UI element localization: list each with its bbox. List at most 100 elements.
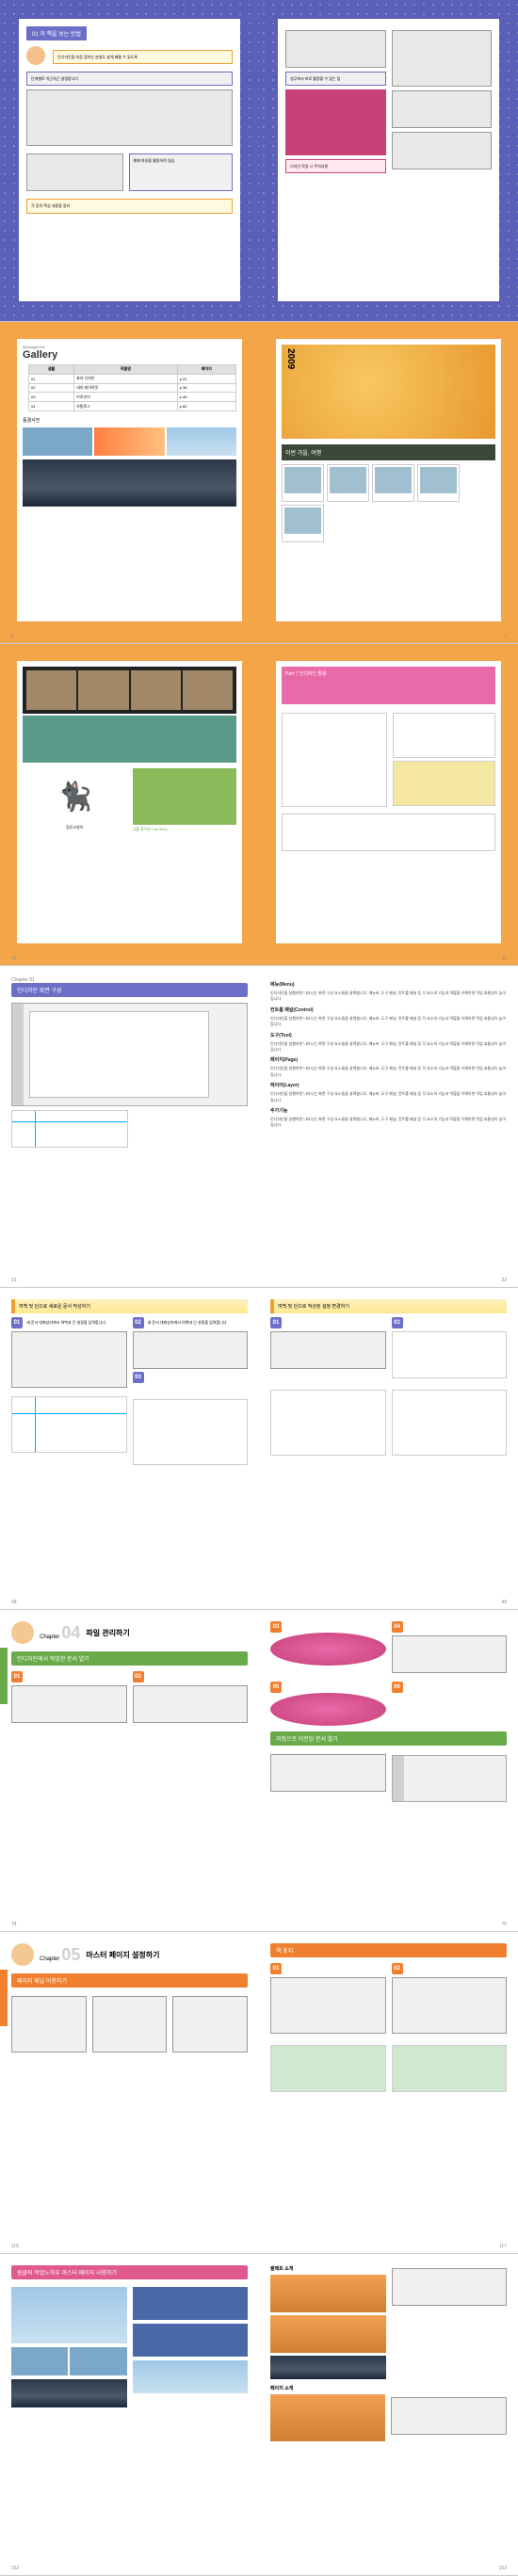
guide-diagram <box>11 1110 128 1148</box>
section-header: 여백 및 단으로 새로운 문서 작성하기 <box>11 1299 248 1313</box>
preview-r1 <box>392 1331 508 1378</box>
dialog-r1 <box>270 1331 386 1369</box>
page-2-left: InDesignCS4 Gallery 샘플작품명페이지 01표지 디자인p.2… <box>0 322 259 643</box>
page-num: 10 <box>11 956 17 961</box>
page-7-right: 책 표지 01 02 117 <box>259 1932 518 2253</box>
page-8-right: 팔레트 소개 페이지 소개 153 <box>259 2254 518 2575</box>
polaroid-4 <box>417 464 460 502</box>
step-4: 04 <box>392 1621 403 1633</box>
page-num: 117 <box>499 2244 507 2249</box>
polaroid-group <box>282 464 495 542</box>
orange-sample-3 <box>270 2394 385 2441</box>
page-panel-1 <box>11 1996 87 2053</box>
page-num: 152 <box>11 2566 19 2571</box>
spread-5: 여백 및 단으로 새로운 문서 작성하기 01 새 문서 대화상자에서 여백과 … <box>0 1288 518 1610</box>
chapter-avatar <box>11 1943 34 1966</box>
page-num: 49 <box>501 1600 507 1605</box>
chapter-num: 04 <box>61 1623 80 1643</box>
section-header: 책 표지 <box>270 1943 507 1957</box>
magenta-sample <box>285 89 386 155</box>
page-2-right: 2009 이번 가을, 여행 7 <box>259 322 518 643</box>
sky-tile <box>133 2360 249 2393</box>
page-num: 22 <box>501 1278 507 1283</box>
page-3-left: 🐈‍⬛ 검은고양이 나를 찾아온 Cat Story 10 <box>0 644 259 965</box>
spread-3: 🐈‍⬛ 검은고양이 나를 찾아온 Cat Story 10 Part 7 인디자… <box>0 644 518 966</box>
page-6-left: Chapter 04 파일 관리하기 인디자인에서 작업한 문서 열기 01 0… <box>0 1610 259 1931</box>
step-text: 새 문서 대화상자에서 여백과 단 설정을 입력합니다 <box>148 1320 227 1325</box>
page-panel-3 <box>172 1996 248 2053</box>
screenshot-sample-1 <box>26 89 233 146</box>
step-num-1: 01 <box>11 1317 23 1328</box>
step-5: 05 <box>270 1682 282 1693</box>
step-3: 03 <box>270 1621 282 1633</box>
food-photo <box>282 345 495 439</box>
blue-tile-1 <box>133 2287 249 2320</box>
step-2: 02 <box>133 1671 144 1682</box>
callout-4: 각 장의 핵심 내용을 정리 <box>26 199 233 213</box>
section-header: 인디자인 화면 구성 <box>11 983 248 997</box>
page-guide-1 <box>11 1396 127 1453</box>
callout-r2: 디자인 작업 시 주의사항 <box>285 159 386 173</box>
landscape-photo <box>23 459 236 507</box>
landscape-sample <box>11 2379 127 2407</box>
preview-2 <box>392 2045 508 2092</box>
page-num: 6 <box>11 634 14 639</box>
dialog-2 <box>392 1977 508 2034</box>
spread-1: 01 이 책을 보는 방법 인디자인을 처음 접하는 분들도 쉽게 배울 수 있… <box>0 0 518 322</box>
page-panel-2 <box>92 1996 168 2053</box>
text-content: 메뉴(Menu) 인디자인을 실행하면 나타나는 화면 구성 요소들을 살펴봅니… <box>270 981 507 1129</box>
polaroid-5 <box>282 505 324 542</box>
chapter-avatar <box>11 1621 34 1644</box>
label-2: 페이지 소개 <box>270 2385 507 2391</box>
page-guide-2 <box>133 1399 249 1465</box>
spread-8: 원클릭 작업노하우 마스터 페이지 사용하기 152 팔레트 소개 <box>0 2254 518 2576</box>
dialog-1 <box>270 1977 386 2034</box>
callout-1: 인디자인을 처음 접하는 분들도 쉽게 배울 수 있도록 <box>53 50 233 64</box>
thumb-1 <box>23 427 92 456</box>
doc-preview-3 <box>393 761 496 806</box>
thumb-3 <box>167 427 236 456</box>
spread-4: Chapter 01 인디자인 화면 구성 21 메뉴(Menu) 인디자인을 … <box>0 966 518 1288</box>
spread-7: Chapter 05 마스터 페이지 설정하기 페이지 패널 이용하기 116 … <box>0 1932 518 2254</box>
page-1-left: 01 이 책을 보는 방법 인디자인을 처음 접하는 분들도 쉽게 배울 수 있… <box>0 0 259 321</box>
green-book-cover <box>133 768 237 825</box>
doc-preview-4 <box>282 813 495 851</box>
frame-4 <box>183 670 233 710</box>
autumn-banner: 이번 가을, 여행 <box>282 444 495 460</box>
intro-title: 01 이 책을 보는 방법 <box>26 26 87 40</box>
thumb-2 <box>94 427 164 456</box>
screenshot-r3 <box>392 90 493 128</box>
doc-preview-1 <box>282 713 387 807</box>
page-panel <box>391 2397 508 2435</box>
pink-sub: 인디자인 활용 <box>299 671 327 677</box>
page-num: 11 <box>502 956 507 961</box>
screenshot-sample-2 <box>26 153 123 191</box>
section-header: 인디자인에서 작업한 문서 열기 <box>11 1651 248 1666</box>
page-6-right: 03 04 05 06 과정으로 이전된 문서 열기 75 <box>259 1610 518 1931</box>
photo-title: 풍경사진 <box>23 417 236 424</box>
frame-3 <box>131 670 181 710</box>
page-num: 153 <box>499 2566 507 2571</box>
filmstrip <box>23 667 236 714</box>
spread-6: Chapter 04 파일 관리하기 인디자인에서 작업한 문서 열기 01 0… <box>0 1610 518 1932</box>
thumb-b <box>70 2347 126 2375</box>
dialog-r2 <box>270 1754 386 1792</box>
thumb-a <box>11 2347 68 2375</box>
photo-strip <box>23 427 236 456</box>
panel-preview <box>392 2268 508 2306</box>
step-text: 새 문서 대화상자에서 여백과 단 설정을 입력합니다 <box>26 1320 105 1325</box>
spread-2: InDesignCS4 Gallery 샘플작품명페이지 01표지 디자인p.2… <box>0 322 518 644</box>
cat-label: 검은고양이 <box>23 825 127 830</box>
section-header: 페이지 패널 이용하기 <box>11 1973 248 1988</box>
page-num: 74 <box>11 1922 17 1927</box>
frame-2 <box>78 670 128 710</box>
pink-banner: Part 7 인디자인 활용 <box>282 667 495 704</box>
callout-2: 단계별로 차근차근 설명합니다 <box>26 72 233 86</box>
teal-banner <box>23 716 236 763</box>
callout-3: 예제 파일을 활용하여 실습 <box>129 153 234 191</box>
polaroid-3 <box>372 464 414 502</box>
gallery-title: Gallery <box>23 349 236 361</box>
sky-sample <box>11 2287 127 2343</box>
side-tab <box>0 1970 8 2026</box>
dialog-1 <box>11 1331 127 1388</box>
